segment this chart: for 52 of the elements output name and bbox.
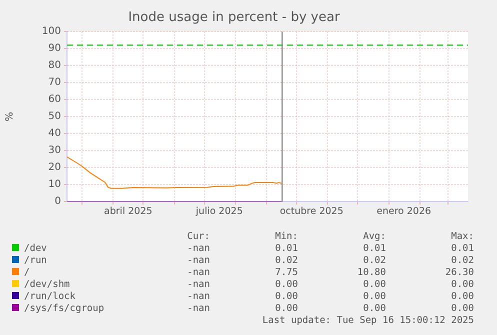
text: -nan: [186, 302, 210, 314]
legend-label: /: [23, 266, 31, 278]
text: 0.00: [450, 302, 474, 314]
text: 0.00: [274, 278, 298, 290]
legend-label: /dev/shm: [23, 278, 71, 290]
text: -nan: [186, 290, 210, 302]
y-tick-label: 10: [48, 179, 61, 190]
legend-label: /run: [23, 254, 48, 266]
text: 0.02: [362, 254, 386, 266]
y-axis-title: %: [4, 112, 16, 122]
y-tick-label: 20: [48, 162, 61, 174]
chart-title: Inode usage in percent - by year: [128, 10, 340, 26]
text: -nan: [186, 278, 210, 290]
legend-label: /sys/fs/cgroup: [23, 302, 106, 314]
y-tick-label: 60: [48, 94, 61, 106]
text: 0.00: [450, 278, 474, 290]
text: 0.00: [274, 290, 298, 302]
text: 0.01: [274, 242, 298, 254]
text: Last update: Tue Sep 16 15:00:12 2025: [261, 314, 474, 326]
text: 0.01: [450, 242, 474, 254]
text: Max:: [450, 230, 474, 242]
text: Avg:: [362, 230, 386, 242]
text: -nan: [186, 266, 210, 278]
y-tick-label: 50: [48, 111, 61, 122]
text: Cur:: [186, 230, 210, 242]
text: 0.00: [362, 302, 386, 314]
text: 10.80: [356, 266, 386, 278]
y-tick-label: 70: [48, 77, 61, 88]
text: -nan: [186, 254, 210, 266]
x-tick-label: enero 2026: [376, 206, 432, 217]
x-tick-label: julio 2025: [194, 206, 243, 217]
text: 26.30: [444, 266, 474, 278]
y-tick-label: 80: [48, 60, 61, 72]
text: -nan: [186, 242, 210, 254]
text: 0.01: [362, 242, 386, 254]
text: 0.00: [450, 290, 474, 302]
y-tick-label: 30: [48, 145, 61, 156]
text: 0.02: [450, 254, 474, 266]
text: Min:: [274, 230, 298, 242]
y-tick-label: 40: [48, 128, 61, 140]
y-tick-label: 90: [48, 43, 61, 54]
x-tick-label: abril 2025: [104, 206, 152, 217]
text: 0.00: [362, 290, 386, 302]
y-tick-label: 100: [42, 26, 61, 38]
y-tick-label: 0: [54, 196, 61, 208]
text: 7.75: [274, 266, 298, 278]
text: 0.00: [362, 278, 386, 290]
legend-label: /run/lock: [23, 290, 76, 302]
text: 0.02: [274, 254, 298, 266]
x-tick-label: octubre 2025: [280, 206, 344, 217]
legend-label: /dev: [23, 242, 48, 254]
text: 0.00: [274, 302, 298, 314]
